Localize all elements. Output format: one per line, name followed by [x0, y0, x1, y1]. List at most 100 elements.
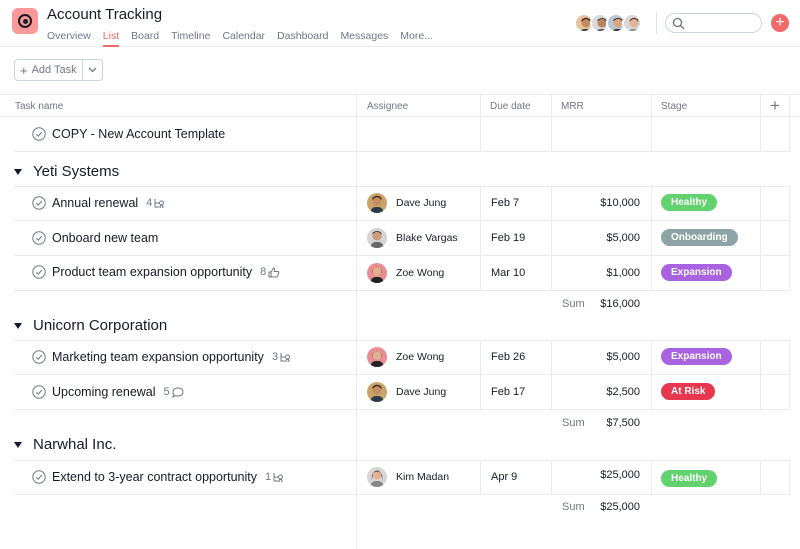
stage-badge[interactable]: At Risk [661, 383, 716, 400]
section-title[interactable]: Unicorn Corporation [33, 317, 168, 334]
assignee-cell[interactable]: Zoe Wong [367, 263, 444, 283]
project-title[interactable]: Account Tracking [47, 6, 163, 23]
assignee-cell[interactable]: Zoe Wong [367, 347, 444, 367]
column-divider [356, 95, 357, 549]
assignee-cell[interactable]: Dave Jung [367, 382, 446, 402]
due-date[interactable]: Mar 10 [491, 267, 526, 279]
stage-badge[interactable]: Onboarding [661, 229, 738, 246]
collapse-triangle-icon[interactable] [14, 168, 22, 175]
task-row-template[interactable]: COPY - New Account Template [32, 127, 225, 141]
tab-dashboard[interactable]: Dashboard [277, 30, 329, 42]
member-avatar[interactable] [622, 13, 642, 33]
task-row[interactable]: Onboard new team [32, 231, 158, 245]
mrr-value[interactable]: $2,500 [606, 386, 640, 398]
due-date[interactable]: Apr 9 [491, 471, 518, 483]
complete-check-icon[interactable] [32, 470, 46, 484]
avatar [367, 382, 387, 402]
task-row[interactable]: Product team expansion opportunity 8 [32, 265, 280, 279]
stage-badge[interactable]: Expansion [661, 264, 732, 281]
stage-badge[interactable]: Healthy [661, 470, 718, 487]
task-name[interactable]: Extend to 3-year contract opportunity [52, 470, 257, 484]
avatar [367, 228, 387, 248]
task-row[interactable]: Upcoming renewal 5 [32, 385, 184, 399]
complete-check-icon[interactable] [32, 196, 46, 210]
complete-check-icon[interactable] [32, 265, 46, 279]
subtask-count[interactable]: 1 [265, 471, 285, 483]
column-header-mrr[interactable]: MRR [561, 100, 584, 112]
sum-label: Sum [562, 417, 585, 429]
column-header-assignee[interactable]: Assignee [367, 100, 409, 112]
due-date[interactable]: Feb 26 [491, 351, 526, 363]
task-name[interactable]: Onboard new team [52, 231, 159, 245]
tab-board[interactable]: Board [131, 30, 160, 42]
task-name[interactable]: Annual renewal [52, 196, 139, 210]
task-row[interactable]: Annual renewal 4 [32, 196, 166, 210]
project-tabs: Overview List Board Timeline Calendar Da… [47, 30, 445, 47]
project-members[interactable] [574, 13, 642, 33]
due-date[interactable]: Feb 17 [491, 386, 526, 398]
add-column-button[interactable]: + [770, 96, 780, 115]
tab-timeline[interactable]: Timeline [171, 30, 211, 42]
assignee-cell[interactable]: Dave Jung [367, 193, 446, 213]
due-date[interactable]: Feb 7 [491, 197, 520, 209]
subtask-count[interactable]: 3 [272, 351, 292, 363]
task-row[interactable]: Extend to 3-year contract opportunity 1 [32, 470, 285, 484]
section-title[interactable]: Yeti Systems [33, 163, 120, 180]
collapse-triangle-icon[interactable] [14, 322, 22, 329]
subtask-count[interactable]: 4 [146, 197, 166, 209]
section-header[interactable]: Unicorn Corporation [14, 317, 167, 334]
project-icon[interactable] [12, 8, 38, 34]
sum-value: $16,000 [600, 298, 640, 310]
column-header-due[interactable]: Due date [490, 100, 531, 112]
stage-badge[interactable]: Healthy [661, 194, 718, 211]
due-date[interactable]: Feb 19 [491, 232, 526, 244]
avatar [367, 467, 387, 487]
add-task-button[interactable]: + Add Task [15, 60, 84, 80]
task-name[interactable]: Upcoming renewal [52, 385, 156, 399]
section-title[interactable]: Narwhal Inc. [33, 436, 117, 453]
assignee-name: Zoe Wong [396, 267, 445, 279]
assignee-cell[interactable]: Blake Vargas [367, 228, 458, 248]
mrr-value[interactable]: $10,000 [600, 197, 640, 209]
like-count-value: 8 [260, 266, 267, 278]
chevron-down-icon [88, 67, 97, 73]
column-divider [480, 187, 481, 291]
avatar [367, 263, 387, 283]
column-header-task[interactable]: Task name [15, 100, 64, 112]
complete-check-icon[interactable] [32, 350, 46, 364]
task-name[interactable]: Marketing team expansion opportunity [52, 350, 264, 364]
section-header[interactable]: Yeti Systems [14, 163, 119, 180]
complete-check-icon[interactable] [32, 231, 46, 245]
quick-add-button[interactable]: + [771, 14, 789, 32]
member-avatar[interactable] [590, 13, 610, 33]
tab-messages[interactable]: Messages [340, 30, 389, 42]
stage-badge[interactable]: Expansion [661, 348, 732, 365]
assignee-cell[interactable]: Kim Madan [367, 467, 449, 487]
column-divider [789, 95, 790, 152]
tab-overview[interactable]: Overview [47, 30, 91, 42]
like-count[interactable]: 8 [260, 266, 280, 278]
mrr-value[interactable]: $5,000 [606, 232, 640, 244]
task-name[interactable]: Product team expansion opportunity [52, 265, 253, 279]
tab-list[interactable]: List [102, 30, 120, 47]
task-row[interactable]: Marketing team expansion opportunity 3 [32, 350, 292, 364]
add-task-dropdown-button[interactable] [83, 60, 102, 80]
collapse-triangle-icon[interactable] [14, 441, 22, 448]
complete-check-icon[interactable] [32, 127, 46, 141]
comment-count[interactable]: 5 [164, 386, 184, 398]
search-input[interactable] [665, 13, 762, 33]
column-divider [760, 461, 761, 495]
mrr-value[interactable]: $25,000 [600, 469, 640, 481]
assignee-name: Zoe Wong [396, 351, 445, 363]
mrr-value[interactable]: $5,000 [606, 351, 640, 363]
section-header[interactable]: Narwhal Inc. [14, 436, 116, 453]
tab-calendar[interactable]: Calendar [222, 30, 266, 42]
subtask-count-value: 1 [264, 471, 272, 483]
column-divider [480, 341, 481, 410]
mrr-value[interactable]: $1,000 [606, 267, 640, 279]
complete-check-icon[interactable] [32, 385, 46, 399]
assignee-name: Blake Vargas [396, 232, 458, 244]
task-name[interactable]: COPY - New Account Template [52, 127, 226, 141]
column-header-stage[interactable]: Stage [661, 100, 688, 112]
tab-more[interactable]: More... [400, 30, 433, 42]
